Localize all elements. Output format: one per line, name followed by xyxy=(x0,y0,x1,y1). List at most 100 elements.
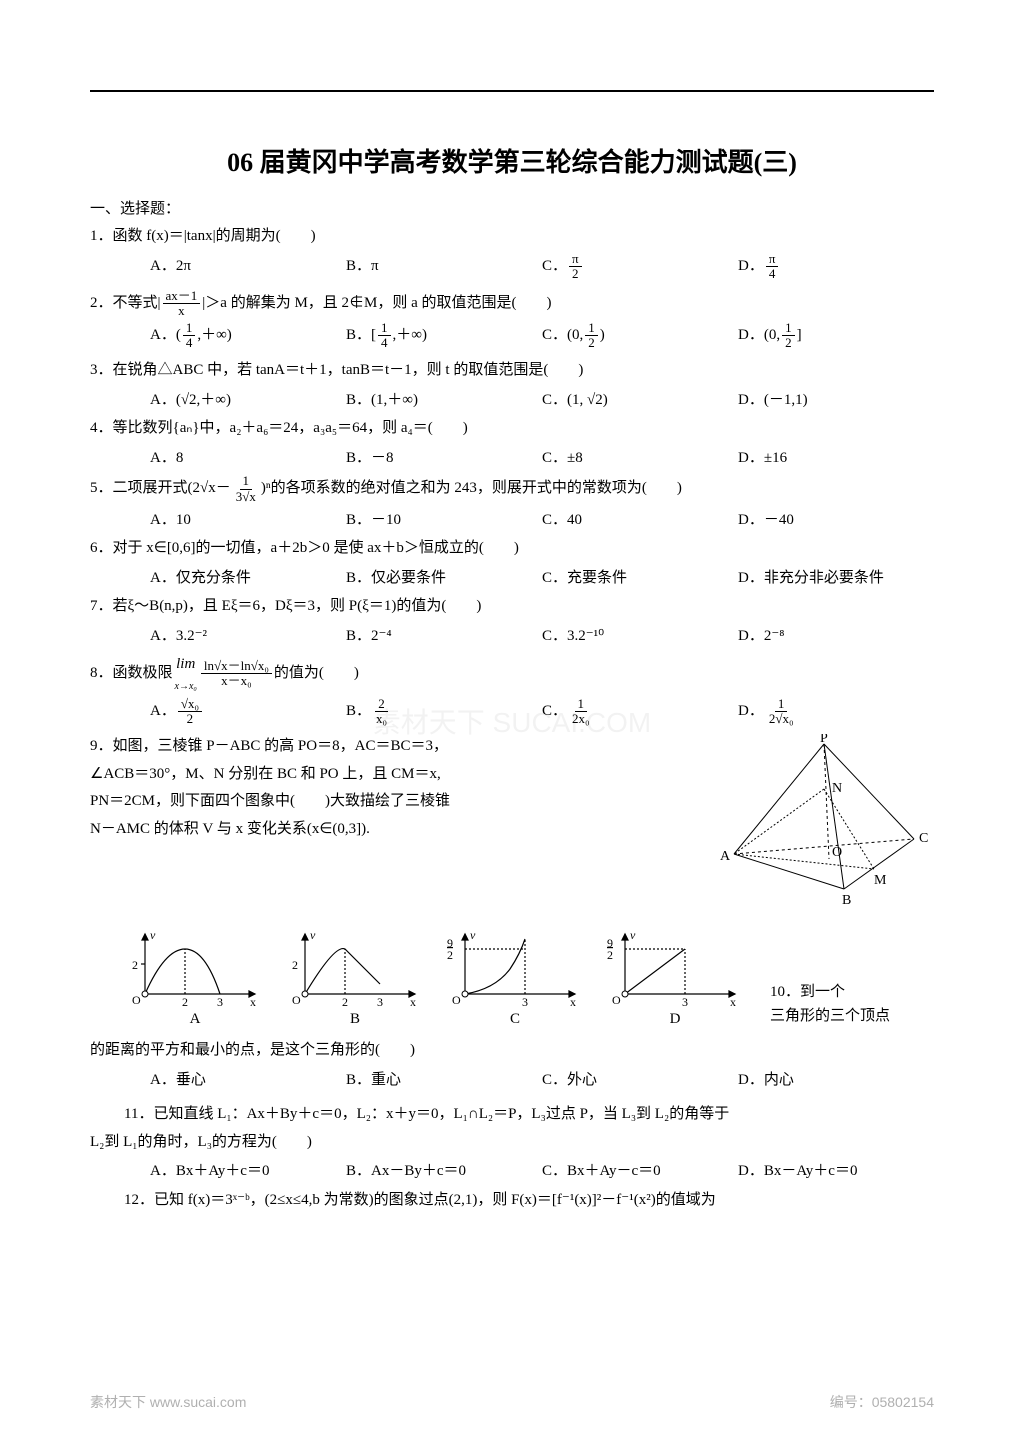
top-rule xyxy=(90,90,934,92)
text: B．[ xyxy=(346,321,376,350)
graph-c-label: C xyxy=(510,1011,520,1028)
axis-y: v xyxy=(310,929,316,942)
section-header: 一、选择题： xyxy=(90,197,934,218)
q6-opt-a: A．仅充分条件 xyxy=(150,564,346,593)
frac-num: π xyxy=(766,252,779,267)
text: D．(0, xyxy=(738,321,780,350)
label-o: O xyxy=(832,845,842,860)
q7-opt-b: B．2⁻⁴ xyxy=(346,622,542,651)
lim: lim x→x₀ xyxy=(175,652,197,695)
q5-options: A．10 B．－10 C．40 D．－40 xyxy=(90,506,934,535)
graph-b-label: B xyxy=(350,1011,360,1028)
q1-opt-d: D． π 4 xyxy=(738,252,934,282)
tick: 2 xyxy=(182,995,188,1009)
text: D． xyxy=(738,697,764,726)
num: 1 xyxy=(775,697,788,712)
q5-text: 5．二项展开式(2√x－ 13√x )ⁿ的各项系数的绝对值之和为 243，则展开… xyxy=(90,474,682,504)
lim-sub: x→x₀ xyxy=(175,678,197,695)
tick: 3 xyxy=(377,995,383,1009)
text: 5．二项展开式(2√x－ xyxy=(90,476,231,502)
q1-text: 1．函数 f(x)＝|tanx|的周期为( ) xyxy=(90,224,934,250)
q9-line2: ∠ACB＝30°，M、N 分别在 BC 和 PO 上，且 CM＝x, xyxy=(90,762,694,788)
frac: 14 xyxy=(378,321,391,351)
footer: 素材天下 www.sucai.com 编号：05802154 xyxy=(0,1392,1024,1412)
q10-continuation: 10．到一个 三角形的三个顶点 xyxy=(770,980,930,1028)
label-c: C xyxy=(919,831,928,846)
frac: ln√x－ln√x₀x－x₀ xyxy=(201,659,272,689)
q3-opt-a: A．(√2,＋∞) xyxy=(150,386,346,415)
tick: 2 xyxy=(292,958,298,972)
q2-opt-b: B．[ 14 ,＋∞) xyxy=(346,321,542,351)
text: 8．函数极限 xyxy=(90,661,173,687)
q1-opt-b: B．π xyxy=(346,252,542,281)
den: x－x₀ xyxy=(218,674,255,688)
q4-text: 4．等比数列{aₙ}中，a₂＋a₆＝24，a₃a₅＝64，则 a₄＝( ) xyxy=(90,416,934,442)
frac: 14 xyxy=(183,321,196,351)
text: A．( xyxy=(150,321,181,350)
q11-opt-d: D．Bx－Ay＋c＝0 xyxy=(738,1157,934,1186)
text: C．(0, xyxy=(542,321,583,350)
graph-d: 9 2 O 3 x v D xyxy=(600,929,750,1028)
q3-options: A．(√2,＋∞) B．(1,＋∞) C．(1, √2) D．(－1,1) xyxy=(90,386,934,415)
q8-opt-a: A． √x₀2 xyxy=(150,697,346,727)
den: 2 xyxy=(184,712,197,726)
num: ln√x－ln√x₀ xyxy=(201,659,272,674)
q5-opt-c: C．40 xyxy=(542,506,738,535)
q8-opt-b: B． 2x₀ xyxy=(346,697,542,727)
q7-opt-c: C．3.2⁻¹⁰ xyxy=(542,622,738,651)
q7-opt-a: A．3.2⁻² xyxy=(150,622,346,651)
q9-wrap: 9．如图，三棱锥 P－ABC 的高 PO＝8，AC＝BC＝3， ∠ACB＝30°… xyxy=(90,734,934,909)
frac: 2x₀ xyxy=(373,697,390,727)
origin: O xyxy=(612,993,621,1007)
num: √x₀ xyxy=(178,697,202,712)
origin: O xyxy=(132,993,141,1007)
page: 06 届黄冈中学高考数学第三轮综合能力测试题(三) 一、选择题： 1．函数 f(… xyxy=(0,0,1024,1255)
den: 3√x xyxy=(233,490,259,504)
q2-text: 2．不等式| ax－1 x |＞a 的解集为 M，且 2∉M，则 a 的取值范围… xyxy=(90,289,552,319)
text: B． xyxy=(346,697,371,726)
q6-options: A．仅充分条件 B．仅必要条件 C．充要条件 D．非充分非必要条件 xyxy=(90,564,934,593)
q9-line1: 9．如图，三棱锥 P－ABC 的高 PO＝8，AC＝BC＝3， xyxy=(90,734,694,760)
tick: 2 xyxy=(342,995,348,1009)
label-a: A xyxy=(720,849,731,864)
q8-options: A． √x₀2 B． 2x₀ C． 12x₀ D． 12√x₀ xyxy=(90,697,934,727)
q2-opt-a: A．( 14 ,＋∞) xyxy=(150,321,346,351)
axis-x: x xyxy=(570,995,576,1009)
q1c-frac: π 2 xyxy=(569,252,582,282)
q10-opt-c: C．外心 xyxy=(542,1066,738,1095)
q2-options: A．( 14 ,＋∞) B．[ 14 ,＋∞) C．(0, 12 ) D．(0,… xyxy=(90,321,934,351)
frac-num: ax－1 xyxy=(163,289,201,304)
q10-cont2: 三角形的三个顶点 xyxy=(770,1004,930,1028)
q3-text: 3．在锐角△ABC 中，若 tanA＝t＋1，tanB＝t－1，则 t 的取值范… xyxy=(90,358,934,384)
den: 2 xyxy=(585,336,598,350)
q4-opt-b: B．－8 xyxy=(346,444,542,473)
den: 2 xyxy=(782,336,795,350)
q12-text: 12．已知 f(x)＝3ˣ⁻ᵇ，(2≤x≤4,b 为常数)的图象过点(2,1)，… xyxy=(90,1188,934,1214)
frac-num: π xyxy=(569,252,582,267)
document-title: 06 届黄冈中学高考数学第三轮综合能力测试题(三) xyxy=(90,142,934,179)
frac: 12 xyxy=(585,321,598,351)
graphs-row: 2 O 2 3 x v A 2 xyxy=(120,929,934,1028)
q2-frac: ax－1 x xyxy=(163,289,201,319)
frac: 12 xyxy=(782,321,795,351)
q2-opt-d: D．(0, 12 ] xyxy=(738,321,934,351)
text: 的值为( ) xyxy=(274,661,359,687)
q10-contline: 的距离的平方和最小的点，是这个三角形的( ) xyxy=(90,1038,934,1064)
q1-opt-a: A．2π xyxy=(150,252,346,281)
axis-x: x xyxy=(410,995,416,1009)
q10-options: A．垂心 B．重心 C．外心 D．内心 xyxy=(90,1066,934,1095)
tick-92d: 2 xyxy=(607,948,613,962)
den: 2√x₀ xyxy=(766,712,797,726)
tick: 3 xyxy=(522,995,528,1009)
tick: 2 xyxy=(132,958,138,972)
footer-left: 素材天下 www.sucai.com xyxy=(90,1392,246,1412)
q2-opt-c: C．(0, 12 ) xyxy=(542,321,738,351)
label-n: N xyxy=(832,781,842,796)
text: ) xyxy=(600,321,605,350)
num: 1 xyxy=(585,321,598,336)
tick: 3 xyxy=(217,995,223,1009)
q2-prefix: 2．不等式| xyxy=(90,291,161,317)
q8-opt-d: D． 12√x₀ xyxy=(738,697,934,727)
tick: 3 xyxy=(682,995,688,1009)
num: 1 xyxy=(378,321,391,336)
